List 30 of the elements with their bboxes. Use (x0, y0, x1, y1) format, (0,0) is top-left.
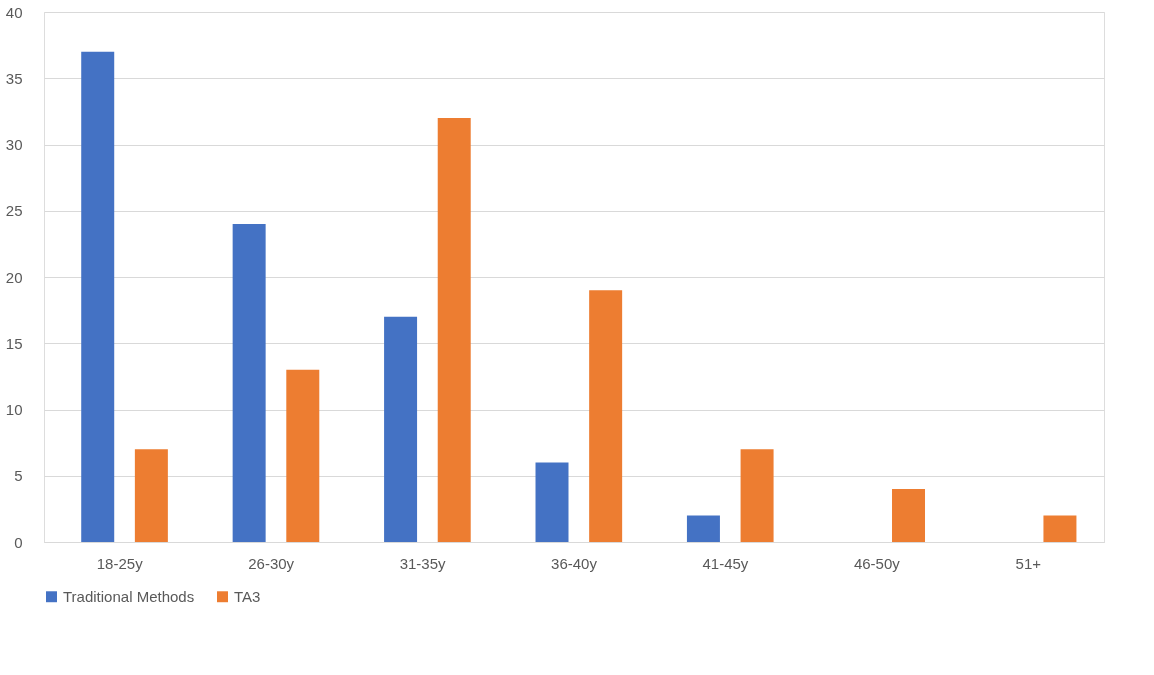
y-tick-label: 0 (14, 533, 23, 551)
bar (384, 316, 418, 542)
y-tick-label: 15 (5, 334, 23, 352)
bar (437, 118, 471, 542)
bar (535, 462, 569, 542)
x-tick-label: 18-25y (96, 554, 144, 572)
bar (740, 449, 774, 542)
y-tick-label: 20 (5, 268, 23, 286)
y-tick-label: 25 (5, 202, 23, 220)
x-tick-label: 41-45y (702, 554, 749, 572)
bar (81, 51, 115, 542)
legend-label: Traditional Methods (63, 587, 195, 605)
x-tick-label: 46-50y (853, 554, 901, 572)
x-tick-label: 31-35y (399, 554, 446, 572)
y-tick-label: 10 (5, 401, 23, 418)
x-tick-label: 26-30y (248, 554, 295, 572)
bar (134, 449, 168, 542)
y-tick-label: 40 (5, 3, 23, 21)
bar (1043, 515, 1077, 542)
bar (286, 369, 320, 542)
x-tick-label: 51+ (1015, 554, 1042, 572)
bar (686, 515, 720, 542)
y-tick-label: 35 (5, 69, 23, 87)
x-tick-label: 36-40y (551, 554, 598, 572)
legend-label: TA3 (234, 587, 261, 605)
bar (892, 489, 926, 542)
bar (589, 290, 623, 542)
y-tick-label: 30 (5, 136, 23, 153)
y-tick-label: 5 (14, 467, 23, 485)
bar (232, 224, 266, 542)
